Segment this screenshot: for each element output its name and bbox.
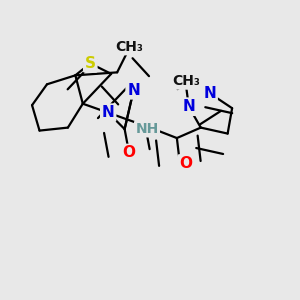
Text: CH₃: CH₃	[172, 74, 200, 88]
Text: O: O	[123, 146, 136, 160]
Text: N: N	[182, 99, 195, 114]
Text: S: S	[85, 56, 96, 71]
Text: CH₃: CH₃	[115, 40, 143, 54]
Text: N: N	[203, 86, 216, 101]
Text: N: N	[102, 105, 115, 120]
Text: O: O	[179, 156, 192, 171]
Text: NH: NH	[135, 122, 159, 136]
Text: N: N	[127, 83, 140, 98]
